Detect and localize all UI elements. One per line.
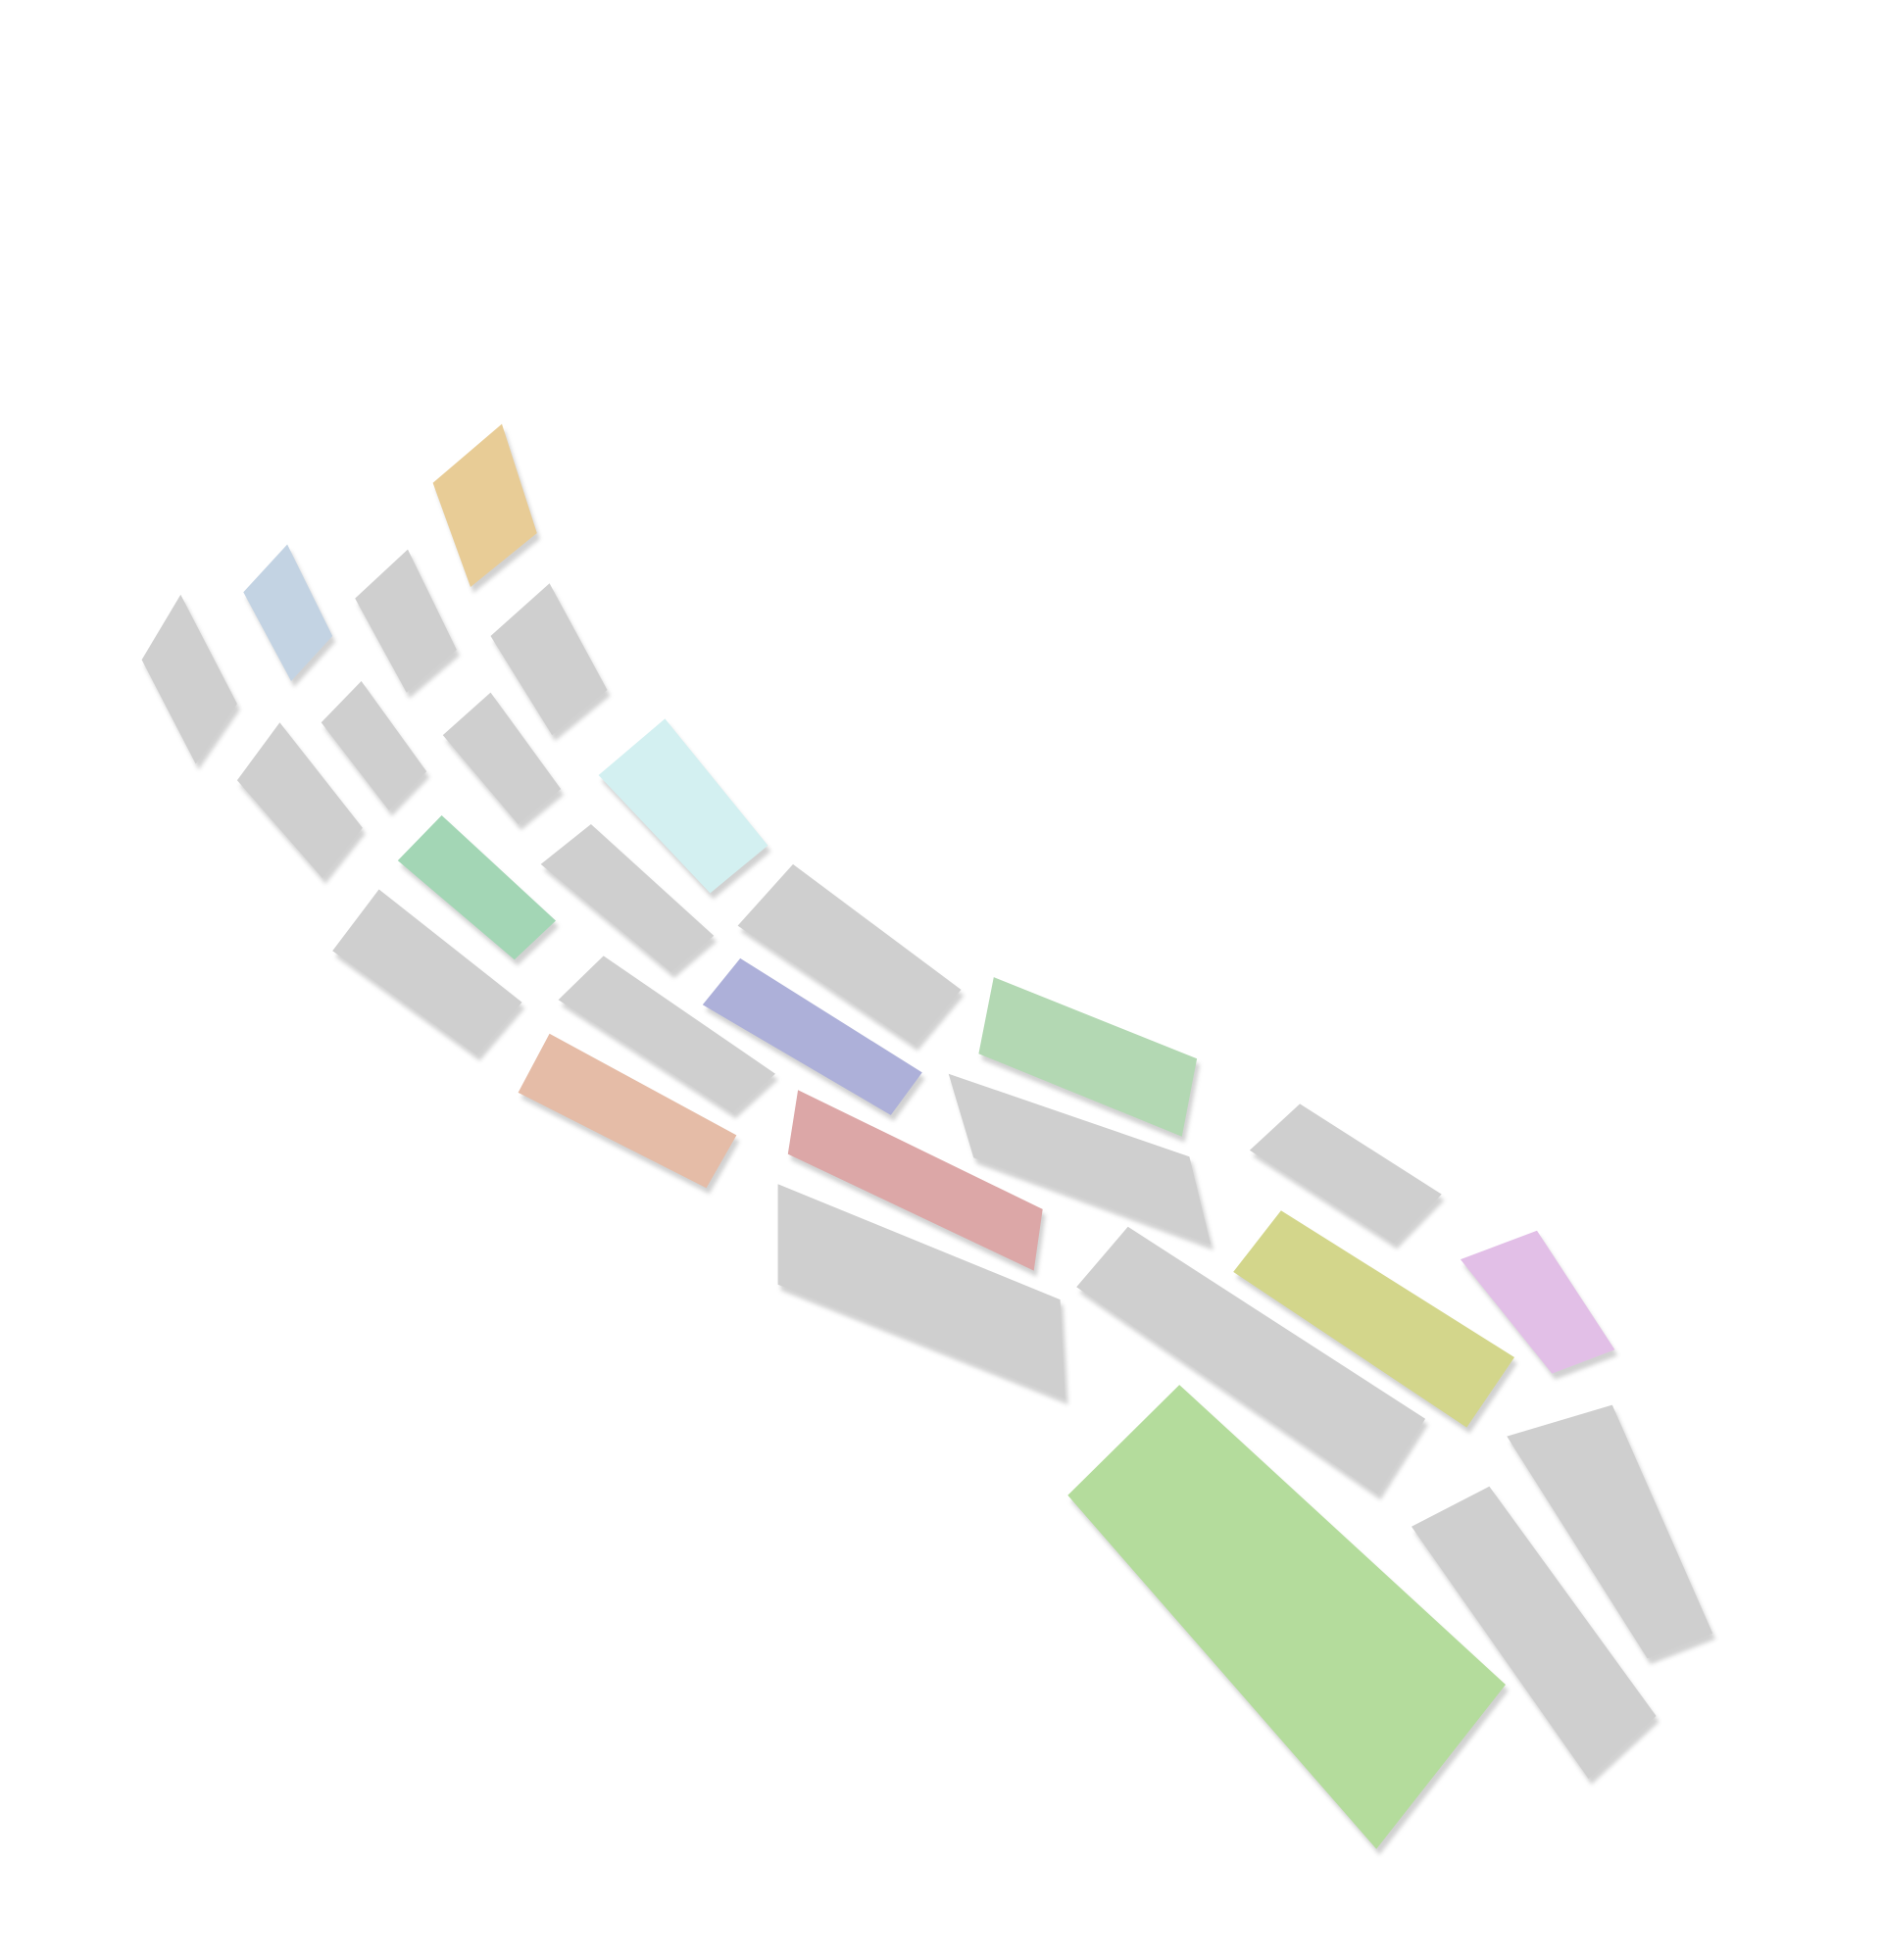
- tile-neutral-15: [1412, 1486, 1657, 1779]
- tile-neutral-5: [442, 692, 562, 824]
- tile-steel-blue: [243, 544, 333, 681]
- tile-neutral-9: [332, 889, 522, 1055]
- tile-neutral-12: [1249, 1103, 1442, 1244]
- tile-orange: [432, 423, 537, 587]
- tile-large-green: [1067, 1385, 1506, 1849]
- tile-neutral-11: [948, 1073, 1212, 1245]
- tile-neutral-13: [777, 1184, 1065, 1399]
- tile-sage-green: [978, 977, 1198, 1137]
- tile-neutral-7: [540, 824, 715, 972]
- tile-neutral-10: [558, 956, 775, 1113]
- tile-neutral-2: [141, 594, 237, 764]
- tile-neutral-8: [737, 863, 962, 1046]
- tile-neutral-16: [1507, 1404, 1713, 1659]
- tile-lavender: [1460, 1230, 1615, 1374]
- tile-light-cyan: [598, 718, 768, 894]
- tile-neutral-4: [321, 681, 427, 810]
- tile-mint-green: [397, 815, 556, 960]
- tile-neutral-14: [1076, 1226, 1426, 1494]
- tile-neutral-6: [236, 722, 363, 878]
- tile-salmon: [518, 1033, 737, 1189]
- tile-periwinkle: [702, 957, 922, 1115]
- tile-olive-yellow: [1233, 1210, 1514, 1428]
- tile-rose: [787, 1090, 1043, 1271]
- tile-neutral-1: [355, 549, 457, 693]
- tile-neutral-3: [490, 583, 608, 736]
